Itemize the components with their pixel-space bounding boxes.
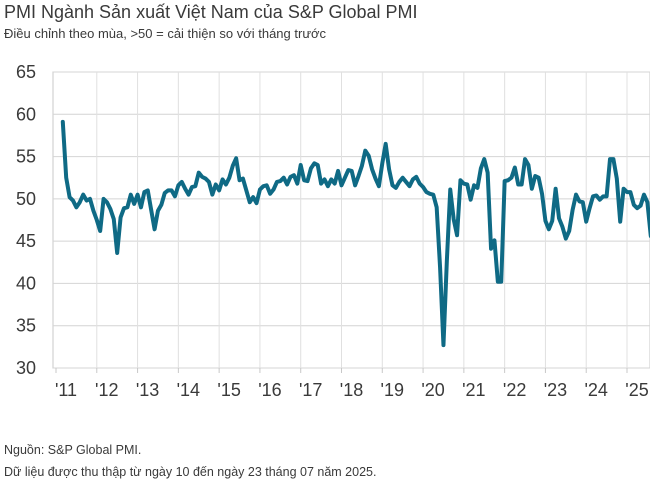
- chart-title: PMI Ngành Sản xuất Việt Nam của S&P Glob…: [4, 2, 418, 22]
- x-tick-label: '22: [503, 380, 526, 400]
- y-tick-label: 60: [16, 104, 36, 124]
- y-tick-label: 30: [16, 358, 36, 378]
- x-tick-label: '24: [584, 380, 607, 400]
- y-tick-label: 65: [16, 62, 36, 82]
- x-tick-label: '17: [299, 380, 322, 400]
- y-tick-label: 55: [16, 147, 36, 167]
- x-tick-label: '11: [55, 380, 77, 400]
- data-collection-note: Dữ liệu được thu thập từ ngày 10 đến ngà…: [4, 465, 377, 479]
- source-note: Nguồn: S&P Global PMI.: [4, 443, 142, 457]
- x-tick-label: '13: [136, 380, 159, 400]
- y-tick-label: 35: [16, 316, 36, 336]
- x-tick-label: '23: [544, 380, 567, 400]
- y-tick-label: 45: [16, 231, 36, 251]
- x-tick-label: '15: [217, 380, 240, 400]
- y-tick-label: 40: [16, 273, 36, 293]
- x-tick-label: '19: [381, 380, 404, 400]
- x-tick-label: '16: [258, 380, 281, 400]
- y-tick-label: 50: [16, 189, 36, 209]
- x-tick-label: '20: [421, 380, 444, 400]
- x-tick-label: '25: [625, 380, 648, 400]
- x-tick-label: '14: [177, 380, 200, 400]
- x-tick-label: '21: [462, 380, 485, 400]
- x-tick-label: '12: [95, 380, 118, 400]
- chart-subtitle: Điều chỉnh theo mùa, >50 = cải thiện so …: [4, 26, 327, 41]
- x-tick-label: '18: [340, 380, 363, 400]
- pmi-series-line: [60, 119, 650, 348]
